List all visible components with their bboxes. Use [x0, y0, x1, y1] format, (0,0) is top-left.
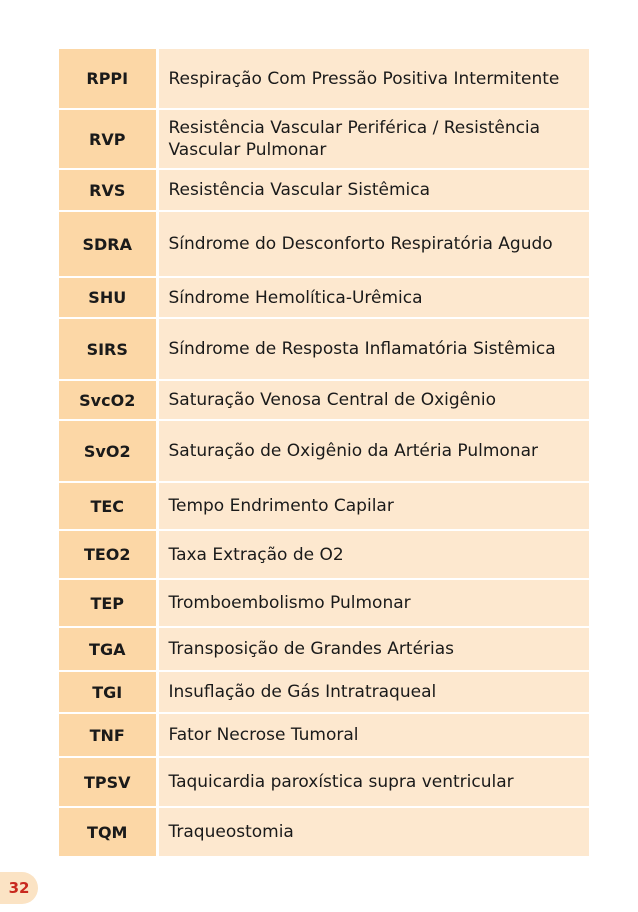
- table-row: TGA Transposição de Grandes Artérias: [59, 627, 589, 672]
- definition-cell: Fator Necrose Tumoral: [157, 713, 589, 758]
- abbreviation-cell: TEC: [59, 482, 159, 531]
- table-row: RVS Resistência Vascular Sistêmica: [59, 169, 589, 212]
- abbreviation-cell: RVP: [59, 109, 159, 170]
- abbreviation-cell: RPPI: [59, 49, 159, 110]
- definition-cell: Tromboembolismo Pulmonar: [157, 579, 589, 628]
- definition-cell: Saturação Venosa Central de Oxigênio: [157, 380, 589, 421]
- abbreviation-cell: TEO2: [59, 530, 159, 580]
- definition-cell: Resistência Vascular Sistêmica: [157, 169, 589, 212]
- table-row: SHU Síndrome Hemolítica-Urêmica: [59, 277, 589, 319]
- abbreviation-cell: SvcO2: [59, 380, 159, 421]
- definition-cell: Resistência Vascular Periférica / Resist…: [157, 109, 589, 170]
- abbreviation-cell: SIRS: [59, 318, 159, 381]
- table-row: SDRA Síndrome do Desconforto Respiratóri…: [59, 211, 589, 278]
- abbreviation-cell: SHU: [59, 277, 159, 319]
- table-row: SvcO2 Saturação Venosa Central de Oxigên…: [59, 380, 589, 421]
- abbreviation-cell: TQM: [59, 807, 159, 858]
- abbreviation-cell: TNF: [59, 713, 159, 758]
- table-row: RVP Resistência Vascular Periférica / Re…: [59, 109, 589, 170]
- table-row: TEP Tromboembolismo Pulmonar: [59, 579, 589, 628]
- definition-cell: Respiração Com Pressão Positiva Intermit…: [157, 49, 589, 110]
- table-row: TEO2 Taxa Extração de O2: [59, 530, 589, 580]
- table-row: SvO2 Saturação de Oxigênio da Artéria Pu…: [59, 420, 589, 483]
- definition-cell: Tempo Endrimento Capilar: [157, 482, 589, 531]
- definition-cell: Transposição de Grandes Artérias: [157, 627, 589, 672]
- definition-cell: Síndrome do Desconforto Respiratória Agu…: [157, 211, 589, 278]
- abbreviation-cell: TGI: [59, 671, 159, 714]
- abbreviation-cell: RVS: [59, 169, 159, 212]
- table-row: RPPI Respiração Com Pressão Positiva Int…: [59, 49, 589, 110]
- definition-cell: Traqueostomia: [157, 807, 589, 858]
- table-row: TNF Fator Necrose Tumoral: [59, 713, 589, 758]
- table-row: TQM Traqueostomia: [59, 807, 589, 858]
- abbreviation-cell: TEP: [59, 579, 159, 628]
- abbreviations-table-body: RPPI Respiração Com Pressão Positiva Int…: [59, 49, 589, 858]
- definition-cell: Taquicardia paroxística supra ventricula…: [157, 757, 589, 808]
- table-row: SIRS Síndrome de Resposta Inflamatória S…: [59, 318, 589, 381]
- abbreviation-cell: SvO2: [59, 420, 159, 483]
- page-number: 32: [0, 872, 38, 904]
- abbreviations-table: RPPI Respiração Com Pressão Positiva Int…: [59, 49, 589, 858]
- table-row: TEC Tempo Endrimento Capilar: [59, 482, 589, 531]
- abbreviation-cell: TGA: [59, 627, 159, 672]
- table-row: TPSV Taquicardia paroxística supra ventr…: [59, 757, 589, 808]
- definition-cell: Síndrome Hemolítica-Urêmica: [157, 277, 589, 319]
- abbreviation-cell: SDRA: [59, 211, 159, 278]
- abbreviation-cell: TPSV: [59, 757, 159, 808]
- definition-cell: Síndrome de Resposta Inflamatória Sistêm…: [157, 318, 589, 381]
- table-row: TGI Insuflação de Gás Intratraqueal: [59, 671, 589, 714]
- definition-cell: Saturação de Oxigênio da Artéria Pulmona…: [157, 420, 589, 483]
- definition-cell: Insuflação de Gás Intratraqueal: [157, 671, 589, 714]
- definition-cell: Taxa Extração de O2: [157, 530, 589, 580]
